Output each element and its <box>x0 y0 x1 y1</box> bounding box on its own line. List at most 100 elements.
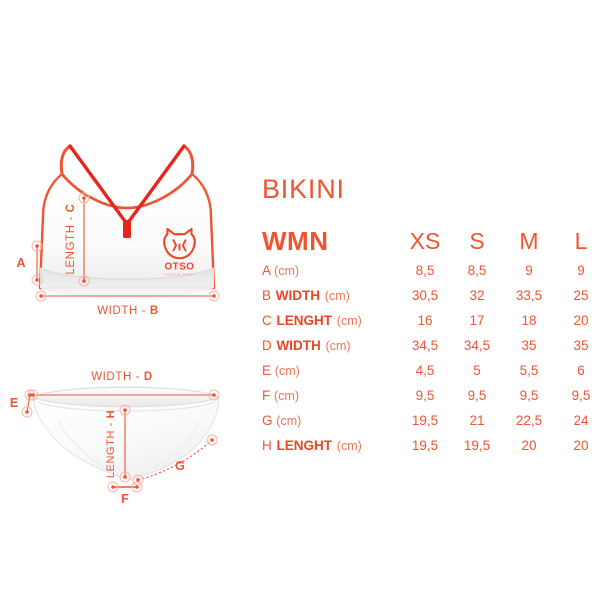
cell-e-l: 6 <box>577 363 585 378</box>
row-measure-kind: LENGHT <box>276 313 333 328</box>
bra-strap-right <box>182 144 195 176</box>
cell-d-l: 35 <box>573 338 589 353</box>
size-table-head: WMN XS S M L <box>262 224 607 258</box>
table-row: B WIDTH (cm) 30,5 32 33,5 25 <box>262 283 607 308</box>
measure-label-length-h-letter: H <box>105 410 117 419</box>
bra-strap-cross-left <box>68 144 129 226</box>
otso-bear-head-icon <box>163 227 196 260</box>
bra-strap-left <box>59 144 72 176</box>
cell-h-l: 20 <box>573 438 589 453</box>
cell-f-s: 9,5 <box>467 388 487 403</box>
size-table: WMN XS S M L A (cm) 8,5 8,5 9 9 B WIDTH (cm) 3… <box>262 224 607 458</box>
cell-e-s: 5 <box>473 363 481 378</box>
page-title: BIKINI <box>262 174 345 204</box>
otso-bear-face-detail <box>172 239 187 252</box>
row-letter: B <box>262 288 272 303</box>
cell-g-l: 24 <box>573 413 589 428</box>
cell-a-s: 8,5 <box>467 263 487 278</box>
cell-c-s: 17 <box>469 313 485 328</box>
cell-f-l: 9,5 <box>571 388 591 403</box>
measure-label-g: G <box>175 459 185 473</box>
size-header-m: M <box>519 227 539 254</box>
row-measure-kind: LENGHT <box>276 438 333 453</box>
cell-g-xs: 19,5 <box>411 413 439 428</box>
cell-d-s: 34,5 <box>463 338 491 353</box>
bra-elastic-band <box>40 268 214 299</box>
measure-marker-length-c-bottom <box>78 275 90 287</box>
measure-marker-width-d-left <box>27 389 39 401</box>
table-row: H LENGHT (cm) 19,5 19,5 20 20 <box>262 433 607 458</box>
size-header-l: L <box>574 227 588 254</box>
measure-label-width-d-letter: D <box>144 371 153 383</box>
measure-marker-g-bottom <box>132 474 144 486</box>
cell-f-xs: 9,5 <box>415 388 435 403</box>
size-header-xs: XS <box>409 227 441 254</box>
bra-strap-cross-right <box>125 144 186 226</box>
row-label-h: H LENGHT (cm) <box>262 433 399 458</box>
cell-h-xs: 19,5 <box>411 438 439 453</box>
measure-marker-e-top <box>24 389 36 401</box>
cell-a-m: 9 <box>525 263 533 278</box>
row-unit: (cm) <box>324 289 350 303</box>
cell-b-m: 33,5 <box>515 288 543 303</box>
row-unit: (cm) <box>336 314 362 328</box>
cell-a-l: 9 <box>577 263 585 278</box>
table-row: F (cm) 9,5 9,5 9,5 9,5 <box>262 383 607 408</box>
bra-neckline <box>60 172 194 210</box>
measure-label-a: A <box>16 256 25 270</box>
row-letter: D <box>262 338 272 353</box>
measure-line-g <box>137 439 213 481</box>
otso-logo: OTSO THINK IN SPORT <box>163 227 196 276</box>
measure-marker-width-d-right <box>208 389 220 401</box>
measure-label-length-c: LENGTH - C <box>65 203 77 274</box>
table-row: A (cm) 8,5 8,5 9 9 <box>262 258 607 283</box>
otso-logo-subtext: THINK IN SPORT <box>164 272 195 276</box>
row-label-f: F (cm) <box>262 383 399 408</box>
measure-label-width-b: WIDTH - B <box>97 305 159 317</box>
table-row: C LENGHT (cm) 16 17 18 20 <box>262 308 607 333</box>
row-label-a: A (cm) <box>262 258 399 283</box>
cell-g-m: 22,5 <box>515 413 543 428</box>
cell-b-s: 32 <box>469 288 485 303</box>
measure-label-length-h: LENGTH - H <box>105 410 117 478</box>
row-label-e: E (cm) <box>262 358 399 383</box>
row-unit: (cm) <box>325 339 351 353</box>
row-letter: C <box>262 313 272 328</box>
row-unit: (cm) <box>336 439 362 453</box>
measure-label-width-d-prefix: WIDTH - <box>91 371 144 383</box>
bikini-brief-diagram: WIDTH - D E LE <box>10 371 221 506</box>
measure-marker-g-top <box>206 434 218 446</box>
row-letter: H <box>262 438 272 453</box>
sports-bra-diagram: OTSO THINK IN SPORT LENGTH - C <box>16 144 220 317</box>
measure-label-length-h-prefix: LENGTH - <box>105 418 117 478</box>
cell-f-m: 9,5 <box>519 388 539 403</box>
cell-g-s: 21 <box>469 413 485 428</box>
measure-marker-width-b-left <box>35 290 47 302</box>
row-letter: A <box>262 263 271 278</box>
row-measure-kind: WIDTH <box>275 288 321 303</box>
brief-front-fold-left <box>57 419 125 479</box>
measure-marker-a-top <box>31 240 43 252</box>
bra-band-top-line <box>39 267 215 280</box>
cell-c-l: 20 <box>573 313 589 328</box>
row-letter: F <box>262 388 271 403</box>
row-measure-kind: WIDTH <box>276 338 321 353</box>
cell-d-m: 35 <box>521 338 537 353</box>
brief-waistband-inner-line <box>37 401 216 412</box>
measure-marker-f-left <box>107 481 119 493</box>
table-row: G (cm) 19,5 21 22,5 24 <box>262 408 607 433</box>
measure-label-width-b-prefix: WIDTH - <box>97 305 150 317</box>
row-label-b: B WIDTH (cm) <box>262 283 399 308</box>
row-label-d: D WIDTH (cm) <box>262 333 399 358</box>
cell-h-s: 19,5 <box>463 438 491 453</box>
measure-label-f: F <box>121 492 129 506</box>
row-letter: G <box>262 413 273 428</box>
measure-marker-e-bottom <box>21 406 33 418</box>
measure-marker-length-h-bottom <box>119 471 131 483</box>
size-header-s: S <box>469 227 485 254</box>
garment-diagrams: OTSO THINK IN SPORT LENGTH - C <box>0 0 255 608</box>
bra-strap-center-tab <box>123 220 131 238</box>
table-row: D WIDTH (cm) 34,5 34,5 35 35 <box>262 333 607 358</box>
cell-e-xs: 4,5 <box>415 363 435 378</box>
row-label-g: G (cm) <box>262 408 399 433</box>
